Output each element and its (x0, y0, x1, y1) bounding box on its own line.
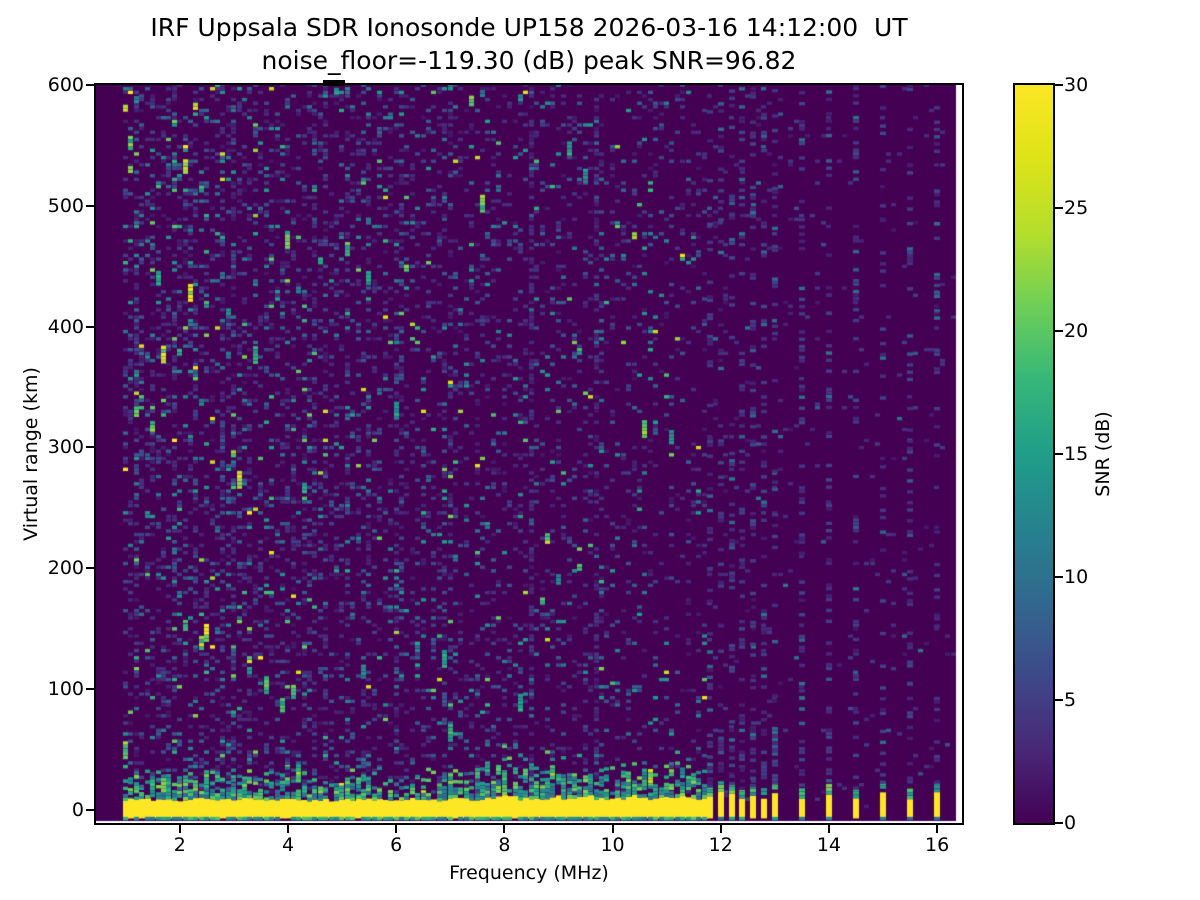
x-tick (178, 825, 181, 833)
colorbar-tick (1055, 207, 1063, 209)
y-tick-label: 300 (47, 436, 84, 459)
plot-area (94, 83, 964, 825)
x-tick (611, 825, 614, 833)
top-spine-mark (323, 80, 345, 86)
y-tick (86, 567, 94, 570)
colorbar-tick (1055, 699, 1063, 701)
y-tick-label: 100 (47, 678, 84, 701)
colorbar-tick (1055, 822, 1063, 824)
x-tick-label: 6 (390, 834, 403, 856)
x-tick (827, 825, 830, 833)
colorbar-label: SNR (dB) (1092, 411, 1114, 497)
x-tick (287, 825, 290, 833)
x-tick-label: 4 (281, 834, 295, 856)
x-tick (503, 825, 506, 833)
x-tick-label: 2 (173, 834, 186, 856)
x-tick-label: 12 (708, 834, 733, 856)
y-tick (86, 446, 94, 449)
y-tick (86, 84, 94, 86)
y-axis-label: Virtual range (km) (20, 367, 42, 541)
x-tick (936, 825, 939, 833)
x-tick-label: 14 (816, 834, 842, 856)
x-tick-label: 10 (600, 834, 625, 856)
y-tick (86, 325, 94, 328)
colorbar-tick-label: 15 (1064, 443, 1089, 465)
colorbar-tick (1055, 453, 1063, 455)
colorbar-tick-label: 0 (1064, 812, 1077, 834)
y-tick (86, 688, 94, 691)
colorbar-tick-label: 10 (1064, 566, 1089, 588)
colorbar-tick (1055, 576, 1063, 578)
colorbar-tick (1055, 330, 1063, 332)
y-tick-label: 600 (47, 74, 84, 96)
y-tick (86, 204, 94, 207)
colorbar-tick-label: 5 (1064, 689, 1077, 711)
x-tick (395, 825, 398, 833)
colorbar-tick-label: 25 (1064, 197, 1089, 219)
y-tick-label: 500 (47, 194, 84, 217)
x-tick (719, 825, 722, 833)
colorbar-gradient (1015, 85, 1053, 823)
y-tick (86, 808, 94, 811)
colorbar-tick-label: 20 (1064, 320, 1089, 342)
colorbar (1013, 83, 1055, 825)
chart-subtitle: noise_floor=-119.30 (dB) peak SNR=96.82 (261, 46, 797, 75)
x-axis-label: Frequency (MHz) (449, 862, 609, 884)
y-tick-label: 400 (47, 315, 84, 338)
ionogram-heatmap-canvas (96, 85, 962, 823)
x-tick-label: 16 (925, 834, 950, 856)
x-tick-label: 8 (498, 834, 511, 856)
colorbar-tick-label: 30 (1064, 74, 1089, 96)
y-tick-label: 200 (47, 557, 84, 580)
chart-title: IRF Uppsala SDR Ionosonde UP158 2026-03-… (150, 13, 908, 42)
y-tick-label: 0 (71, 798, 84, 821)
colorbar-tick (1055, 84, 1063, 86)
